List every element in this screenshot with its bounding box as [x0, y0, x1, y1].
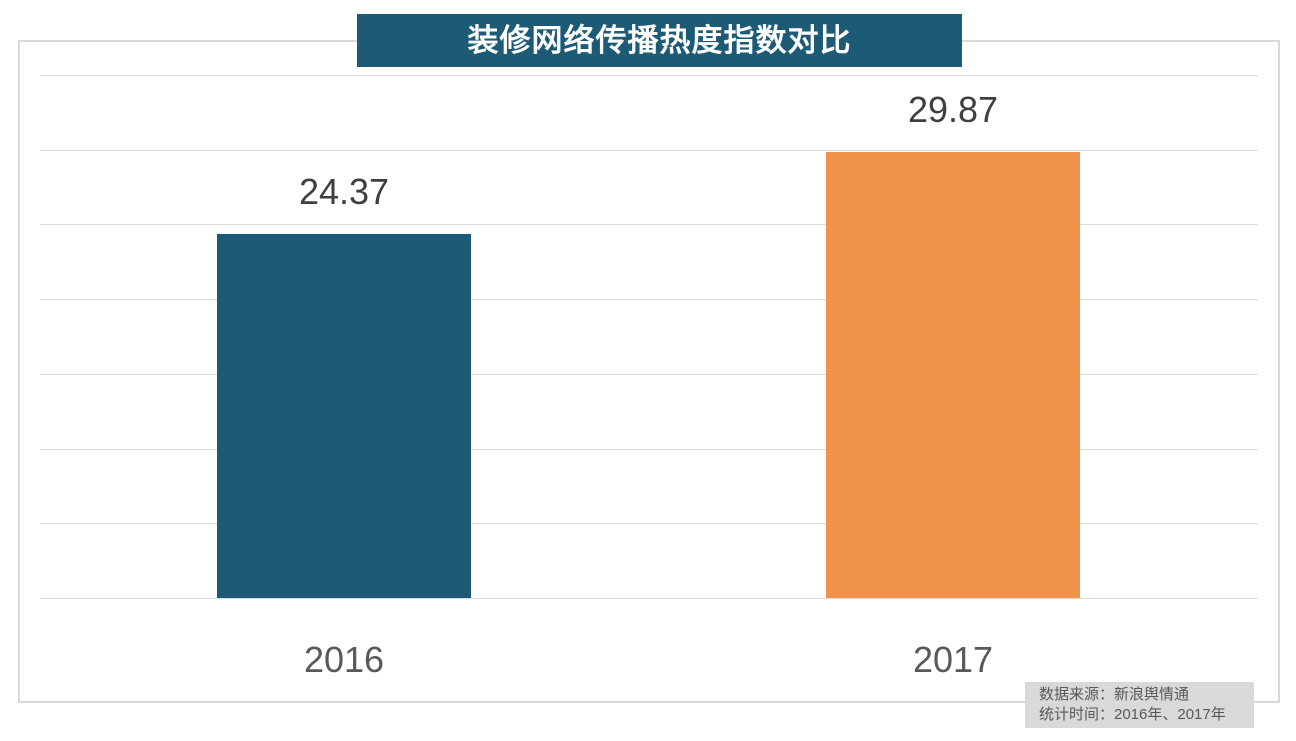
- chart-title-banner: 装修网络传播热度指数对比: [357, 14, 962, 67]
- value-label: 29.87: [907, 89, 999, 131]
- category-label-2016: 2016: [303, 639, 385, 680]
- category-label-2017: 2017: [912, 639, 994, 680]
- bar-2017: [826, 151, 1080, 598]
- bar-2016: [217, 233, 471, 598]
- gridline: [40, 523, 1258, 525]
- gridline: [40, 75, 1258, 76]
- gridline: [40, 373, 1258, 375]
- gridline: [40, 149, 1258, 151]
- source-note: 数据来源：新浪舆情通 统计时间：2016年、2017年: [1025, 682, 1254, 728]
- gridline: [40, 224, 1258, 226]
- value-label: 24.37: [298, 171, 390, 213]
- plot-area: 24.37 2016 29.87 2017: [40, 75, 1258, 679]
- gridline: [40, 299, 1258, 301]
- bar-group-2016: 24.37 2016: [217, 75, 471, 679]
- source-note-line1: 数据来源：新浪舆情通: [1039, 686, 1190, 703]
- bar-group-2017: 29.87 2017: [826, 75, 1080, 679]
- source-note-line2: 统计时间：2016年、2017年: [1039, 706, 1226, 723]
- gridline: [40, 448, 1258, 450]
